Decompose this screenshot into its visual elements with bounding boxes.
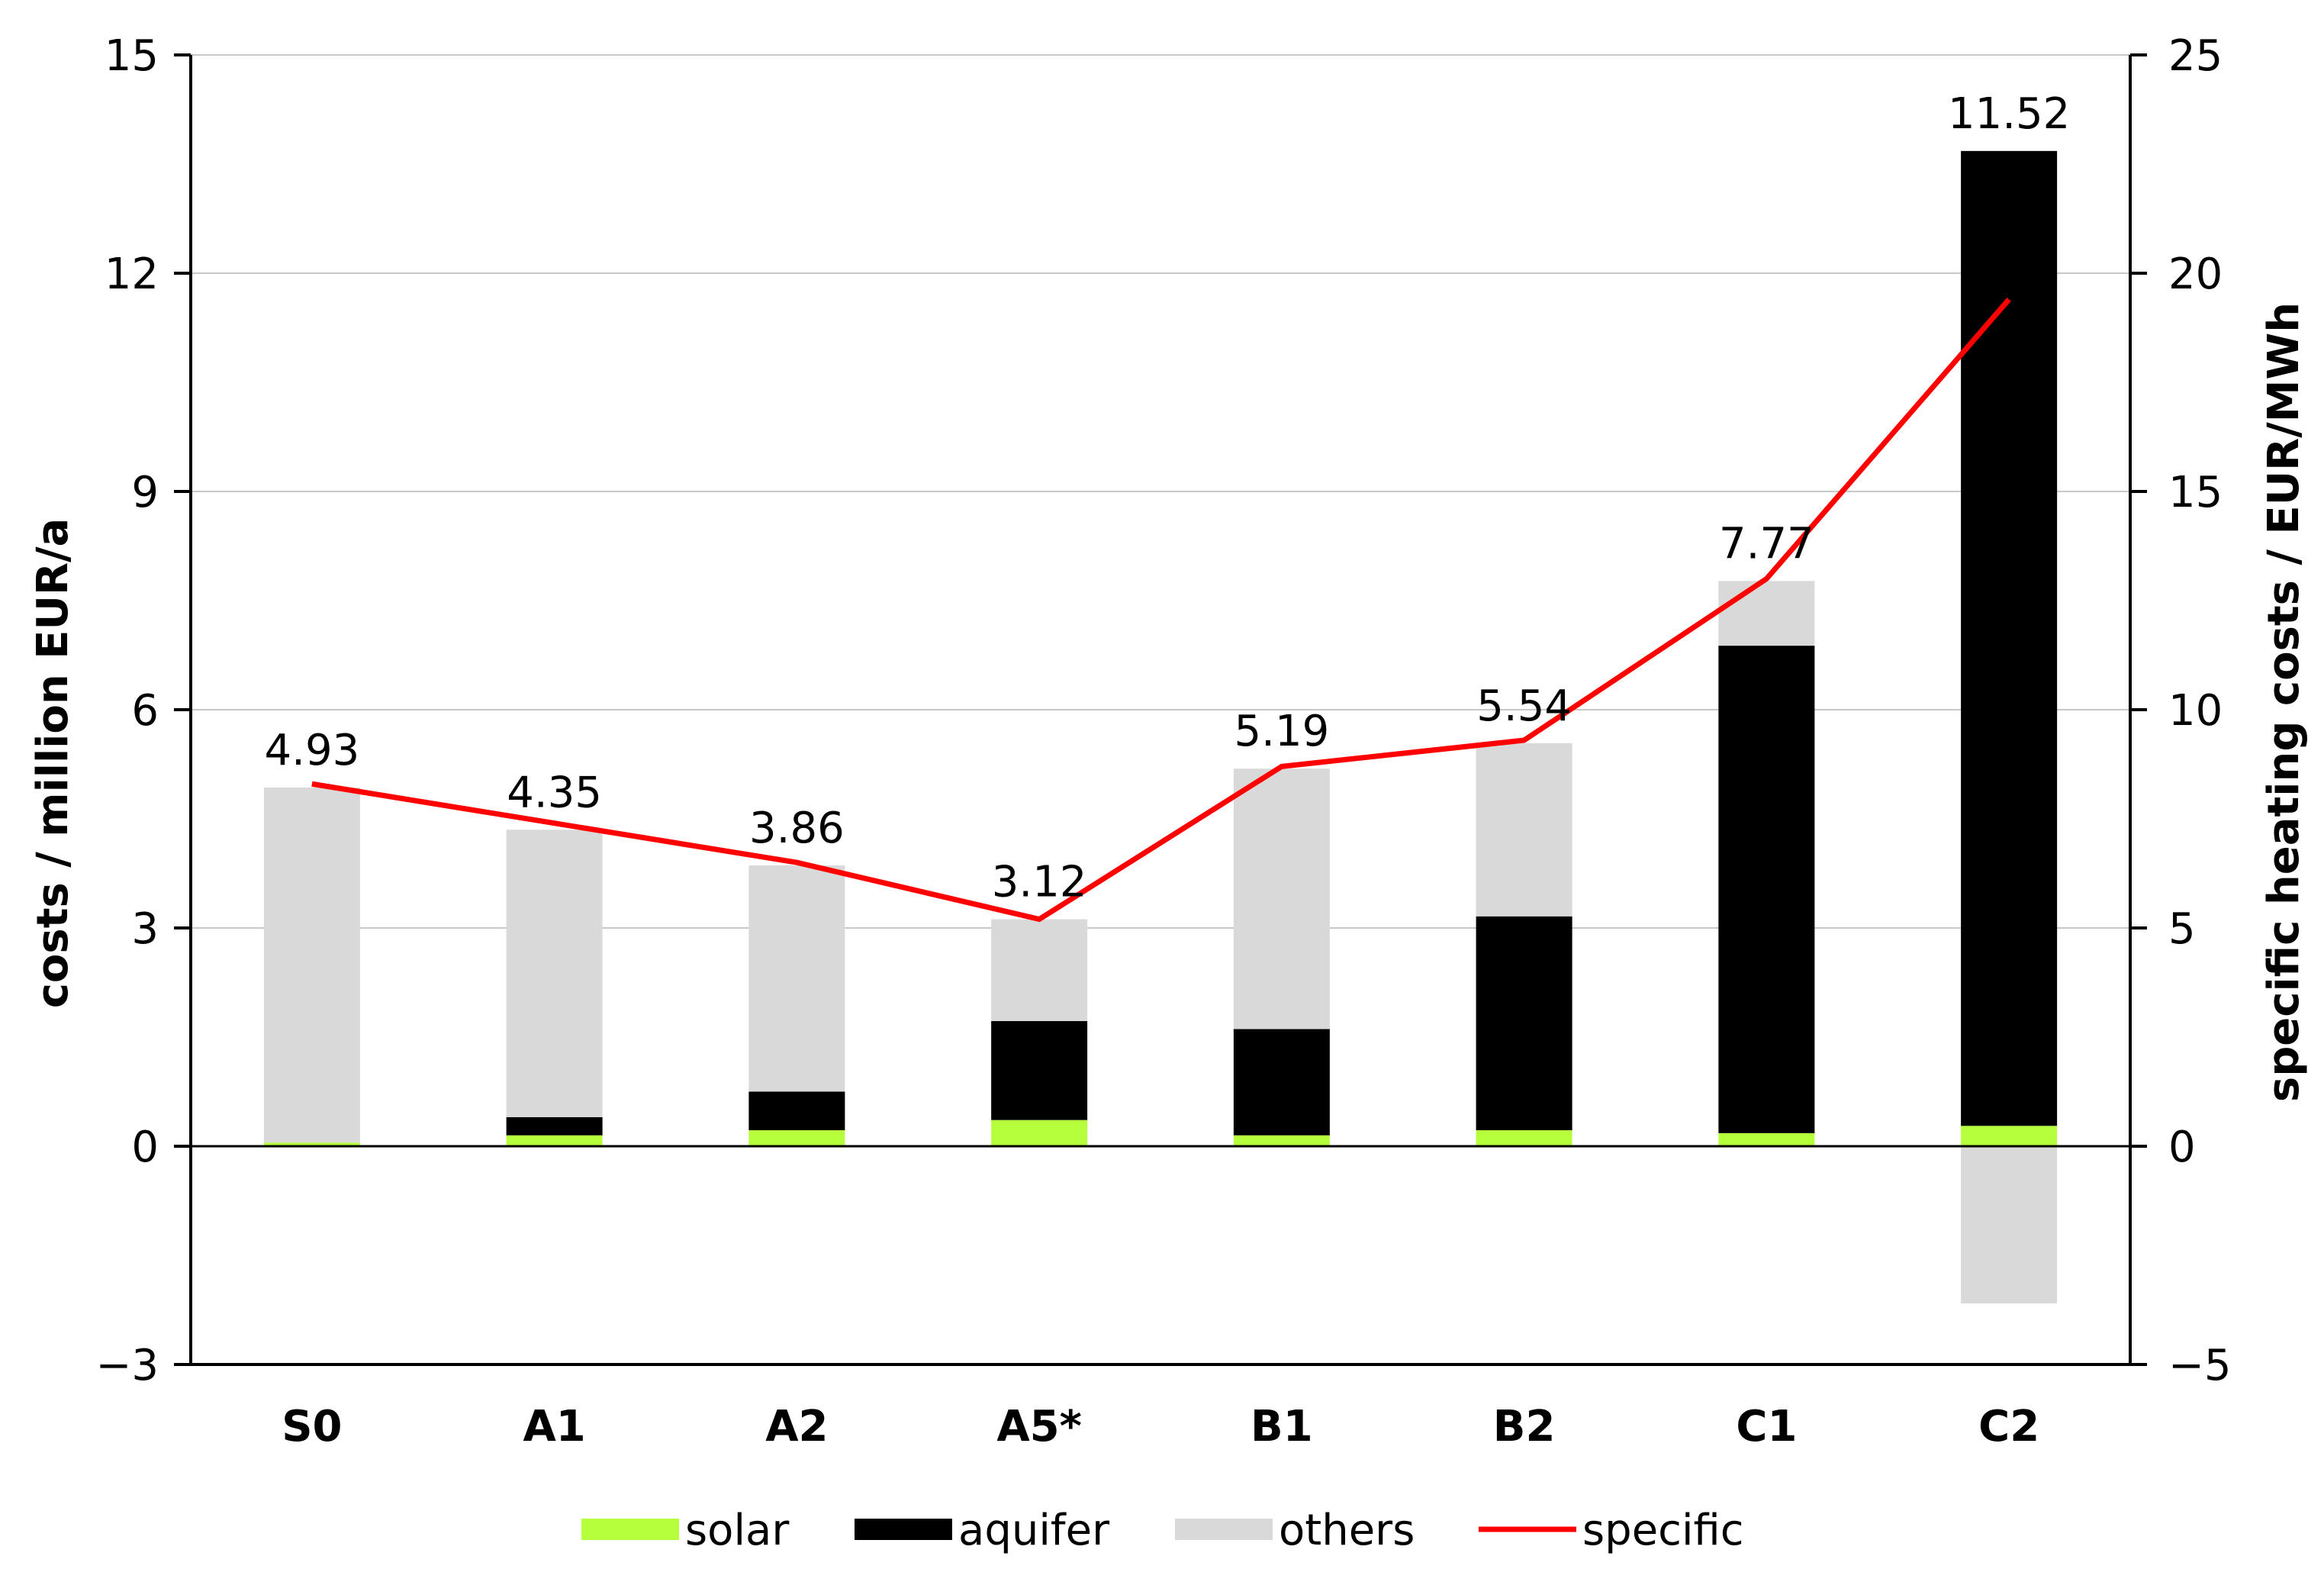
total-label: 3.86 bbox=[749, 804, 845, 853]
total-label: 11.52 bbox=[1948, 89, 2070, 139]
y2-tick-label: 10 bbox=[2168, 686, 2223, 736]
x-tick-label: B1 bbox=[1251, 1402, 1313, 1451]
total-label: 5.54 bbox=[1476, 681, 1572, 731]
y2-tick-label: 20 bbox=[2168, 250, 2223, 299]
bar-others bbox=[748, 865, 845, 1092]
bar-solar bbox=[991, 1120, 1088, 1146]
bar-others bbox=[1718, 581, 1815, 646]
y2-tick-label: 25 bbox=[2168, 31, 2223, 81]
y2-axis-title: specific heating costs / EUR/MWh bbox=[2259, 302, 2309, 1102]
bars bbox=[263, 150, 2058, 1303]
bar-others bbox=[263, 788, 360, 1143]
legend-label-others: others bbox=[1279, 1506, 1415, 1555]
data-labels: 4.93 4.35 3.86 3.12 5.19 5.54 7.77 11.52 bbox=[265, 89, 2071, 907]
y-tick-label: −3 bbox=[95, 1341, 159, 1390]
y2-tick-label: 5 bbox=[2168, 904, 2196, 954]
y-tick-label: 12 bbox=[105, 250, 159, 299]
legend-label-aquifer: aquifer bbox=[958, 1506, 1110, 1555]
bar-aquifer bbox=[506, 1116, 603, 1136]
bar-solar bbox=[506, 1135, 603, 1146]
total-label: 5.19 bbox=[1234, 707, 1330, 756]
legend-swatch-others bbox=[1175, 1519, 1273, 1540]
bar-aquifer bbox=[1718, 646, 1815, 1133]
y2-tick-label: 15 bbox=[2168, 468, 2223, 517]
x-tick-label: A2 bbox=[765, 1402, 828, 1451]
total-label: 7.77 bbox=[1719, 519, 1814, 569]
legend-label-specific: specific bbox=[1582, 1506, 1744, 1555]
x-tick-label: S0 bbox=[282, 1402, 342, 1451]
specific-line bbox=[311, 298, 2011, 923]
y2-tick-label: −5 bbox=[2168, 1341, 2232, 1390]
bar-others bbox=[1961, 1146, 2058, 1303]
y-tick-label: 9 bbox=[131, 468, 159, 517]
bar-others bbox=[991, 919, 1088, 1022]
bar-solar bbox=[1718, 1132, 1815, 1146]
bar-aquifer bbox=[1961, 150, 2058, 1126]
y-axis-title: costs / million EUR/a bbox=[28, 518, 78, 1009]
x-tick-label: C1 bbox=[1736, 1402, 1797, 1451]
y2-tick-label: 0 bbox=[2168, 1123, 2196, 1172]
x-tick-label: A1 bbox=[523, 1402, 585, 1451]
legend: solar aquifer others specific bbox=[581, 1506, 1744, 1555]
total-label: 4.93 bbox=[265, 726, 360, 775]
bar-solar bbox=[263, 1142, 360, 1146]
legend-swatch-aquifer bbox=[855, 1519, 952, 1540]
bar-others bbox=[506, 830, 603, 1117]
x-tick-label: C2 bbox=[1978, 1402, 2039, 1451]
total-label: 4.35 bbox=[507, 768, 602, 817]
bar-others bbox=[1476, 743, 1572, 917]
y-tick-label: 3 bbox=[131, 904, 159, 954]
legend-swatch-solar bbox=[581, 1519, 679, 1540]
legend-label-solar: solar bbox=[685, 1506, 790, 1555]
bar-aquifer bbox=[1476, 916, 1572, 1131]
bar-solar bbox=[1233, 1135, 1330, 1146]
y-tick-label: 15 bbox=[105, 31, 159, 81]
bar-solar bbox=[748, 1130, 845, 1146]
y-tick-label: 6 bbox=[131, 686, 159, 736]
bar-aquifer bbox=[1233, 1029, 1330, 1136]
x-tick-label: A5* bbox=[996, 1402, 1082, 1451]
specific-line-group bbox=[311, 298, 2011, 923]
axes: −3 0 3 6 9 12 15 −5 0 5 10 15 20 25 S0 A1 A2 A5* B1 B2 C1 C2 bbox=[95, 31, 2231, 1451]
x-tick-label: B2 bbox=[1493, 1402, 1556, 1451]
bar-solar bbox=[1476, 1130, 1572, 1146]
bar-solar bbox=[1961, 1126, 2058, 1146]
bar-aquifer bbox=[991, 1021, 1088, 1120]
bar-aquifer bbox=[748, 1091, 845, 1131]
y-tick-label: 0 bbox=[131, 1123, 159, 1172]
total-label: 3.12 bbox=[992, 858, 1087, 907]
bar-others bbox=[1233, 768, 1330, 1029]
